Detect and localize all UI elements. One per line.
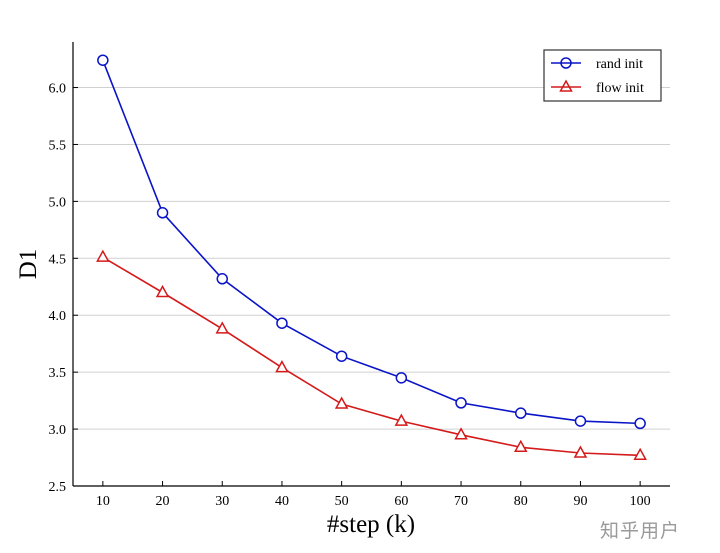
legend: rand init flow init <box>543 49 662 102</box>
y-tick-label: 4.5 <box>49 252 67 267</box>
legend-label-flow-init: flow init <box>596 81 644 96</box>
y-tick-label: 6.0 <box>49 82 67 97</box>
x-tick-label: 100 <box>630 494 651 509</box>
series-line-rand-init <box>102 59 641 425</box>
data-point-flow-init <box>394 413 409 426</box>
legend-marker-rand-init <box>560 57 572 69</box>
legend-marker-flow-init <box>559 79 573 92</box>
data-point-flow-init <box>334 396 349 409</box>
y-tick-label: 3.0 <box>49 423 67 438</box>
x-tick-label: 30 <box>215 494 229 509</box>
data-point-rand-init <box>574 415 587 427</box>
data-point-rand-init <box>216 273 228 285</box>
data-point-rand-init <box>455 397 467 409</box>
data-point-rand-init <box>276 317 288 329</box>
data-point-rand-init <box>335 350 348 362</box>
data-point-flow-init <box>215 321 230 334</box>
x-tick-label: 10 <box>96 494 110 509</box>
x-tick-label: 40 <box>275 494 289 509</box>
data-point-flow-init <box>275 360 289 373</box>
x-tick-label: 20 <box>156 494 170 509</box>
y-axis-title: D1 <box>15 249 42 280</box>
axes <box>72 42 670 487</box>
grid-lines <box>73 87 670 430</box>
legend-label-rand-init: rand init <box>596 57 643 72</box>
legend-item-flow-init: flow init <box>551 79 644 96</box>
x-axis-title: #step (k) <box>327 511 415 538</box>
y-tick-label: 5.0 <box>49 195 67 210</box>
legend-item-rand-init: rand init <box>551 57 643 72</box>
y-tick-label: 5.5 <box>49 138 67 153</box>
data-point-flow-init <box>513 439 528 453</box>
x-tick-label: 50 <box>335 494 349 509</box>
x-tick-label: 80 <box>514 494 528 509</box>
data-point-flow-init <box>633 447 647 461</box>
x-tick-label: 90 <box>573 494 587 509</box>
data-point-rand-init <box>156 207 169 219</box>
series-line-flow-init <box>102 256 641 457</box>
y-tick-label: 4.0 <box>49 309 67 324</box>
data-point-rand-init <box>395 372 408 384</box>
series-rand-init <box>97 54 646 430</box>
data-point-flow-init <box>573 445 588 458</box>
data-point-rand-init <box>515 407 527 419</box>
data-point-flow-init <box>155 284 170 298</box>
x-tick-label: 70 <box>454 494 468 509</box>
watermark-text: 知乎用户 <box>600 520 681 542</box>
data-point-rand-init <box>634 417 646 430</box>
series-layer <box>96 54 647 461</box>
data-point-flow-init <box>96 249 110 262</box>
y-tick-label: 3.5 <box>49 366 67 381</box>
x-tick-label: 60 <box>394 494 408 509</box>
axis-ticks: 2.5 3.0 3.5 4.0 4.5 5.0 5.5 6.0 10 20 30 40 50 60 70 80… <box>49 82 651 509</box>
data-point-flow-init <box>454 427 468 440</box>
series-flow-init <box>96 249 647 461</box>
y-tick-label: 2.5 <box>49 480 67 495</box>
data-point-rand-init <box>97 54 109 66</box>
